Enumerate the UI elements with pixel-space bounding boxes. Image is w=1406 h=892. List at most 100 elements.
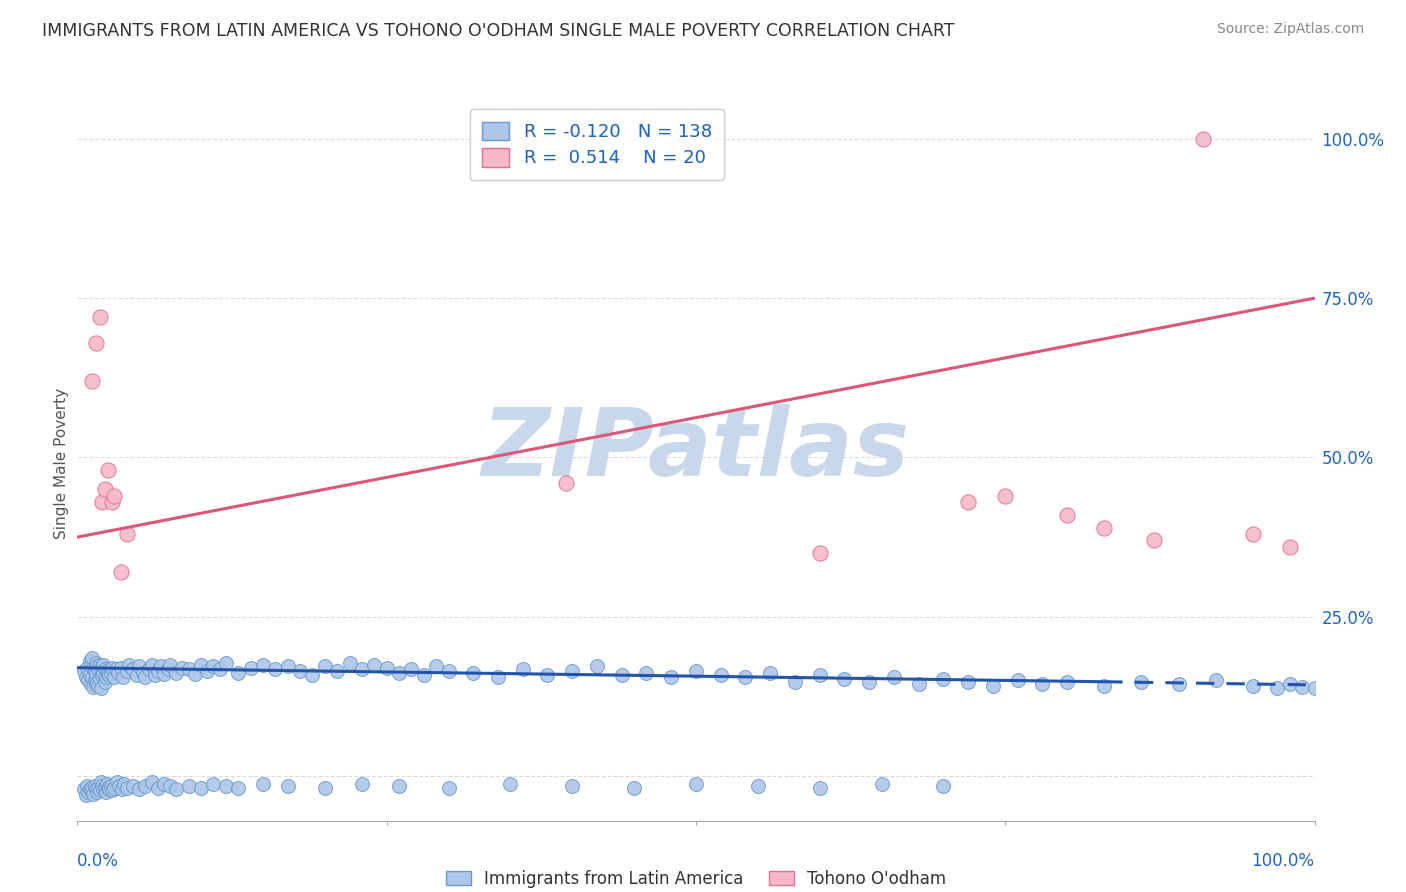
Point	[165, 665, 187, 680]
Point	[375, 661, 398, 675]
Point	[177, 662, 200, 676]
Point	[586, 659, 609, 673]
Point	[425, 659, 447, 673]
Point	[80, 657, 103, 672]
Point	[122, 779, 145, 793]
Point	[734, 670, 756, 684]
Point	[100, 665, 122, 680]
Point	[150, 659, 173, 673]
Point	[141, 775, 163, 789]
Point	[93, 483, 115, 497]
Point	[636, 665, 658, 680]
Point	[202, 659, 225, 673]
Point	[339, 656, 361, 670]
Point	[128, 781, 150, 796]
Point	[1241, 527, 1264, 541]
Text: Source: ZipAtlas.com: Source: ZipAtlas.com	[1216, 22, 1364, 37]
Point	[141, 657, 163, 672]
Point	[277, 659, 299, 673]
Point	[86, 674, 108, 689]
Point	[195, 664, 218, 678]
Point	[1205, 673, 1227, 688]
Point	[82, 680, 104, 694]
Point	[808, 780, 831, 795]
Point	[156, 662, 179, 676]
Point	[89, 783, 111, 797]
Text: 100.0%: 100.0%	[1251, 852, 1315, 870]
Point	[91, 495, 114, 509]
Point	[72, 781, 94, 796]
Point	[486, 670, 509, 684]
Point	[1092, 679, 1115, 693]
Point	[103, 780, 125, 795]
Point	[1007, 673, 1029, 688]
Point	[202, 777, 225, 791]
Point	[1056, 674, 1078, 689]
Point	[82, 670, 104, 684]
Point	[153, 777, 176, 791]
Point	[710, 668, 733, 682]
Point	[83, 673, 105, 688]
Point	[561, 664, 583, 678]
Point	[177, 779, 200, 793]
Point	[112, 777, 135, 791]
Y-axis label: Single Male Poverty: Single Male Poverty	[53, 388, 69, 540]
Point	[388, 665, 411, 680]
Point	[93, 662, 115, 676]
Point	[659, 670, 682, 684]
Point	[100, 779, 122, 793]
Point	[463, 665, 485, 680]
Point	[808, 668, 831, 682]
Point	[87, 679, 110, 693]
Point	[110, 661, 132, 675]
Point	[499, 777, 522, 791]
Point	[208, 662, 231, 676]
Point	[94, 670, 117, 684]
Point	[90, 663, 112, 677]
Point	[75, 788, 97, 802]
Point	[77, 673, 100, 688]
Point	[77, 785, 100, 799]
Point	[134, 670, 156, 684]
Point	[91, 665, 114, 680]
Point	[314, 659, 336, 673]
Point	[363, 657, 385, 672]
Point	[981, 679, 1004, 693]
Point	[132, 665, 155, 680]
Point	[98, 781, 121, 796]
Point	[1241, 679, 1264, 693]
Point	[91, 659, 114, 673]
Point	[159, 779, 181, 793]
Point	[94, 785, 117, 799]
Point	[883, 670, 905, 684]
Point	[79, 654, 101, 668]
Point	[72, 664, 94, 678]
Point	[190, 657, 212, 672]
Point	[215, 656, 238, 670]
Point	[512, 662, 534, 676]
Point	[76, 661, 98, 675]
Point	[97, 780, 120, 795]
Point	[86, 659, 108, 673]
Point	[110, 565, 132, 579]
Point	[747, 779, 769, 793]
Point	[134, 779, 156, 793]
Point	[93, 674, 115, 689]
Legend: R = -0.120   N = 138, R =  0.514    N = 20: R = -0.120 N = 138, R = 0.514 N = 20	[470, 109, 724, 180]
Point	[277, 779, 299, 793]
Point	[83, 664, 105, 678]
Point	[118, 657, 141, 672]
Point	[957, 495, 980, 509]
Point	[412, 668, 434, 682]
Point	[107, 665, 129, 680]
Text: IMMIGRANTS FROM LATIN AMERICA VS TOHONO O'ODHAM SINGLE MALE POVERTY CORRELATION : IMMIGRANTS FROM LATIN AMERICA VS TOHONO …	[42, 22, 955, 40]
Point	[84, 335, 107, 350]
Point	[125, 668, 148, 682]
Point	[685, 664, 707, 678]
Point	[215, 779, 238, 793]
Point	[111, 781, 134, 796]
Point	[957, 674, 980, 689]
Point	[1291, 680, 1313, 694]
Point	[1192, 132, 1215, 146]
Point	[103, 489, 125, 503]
